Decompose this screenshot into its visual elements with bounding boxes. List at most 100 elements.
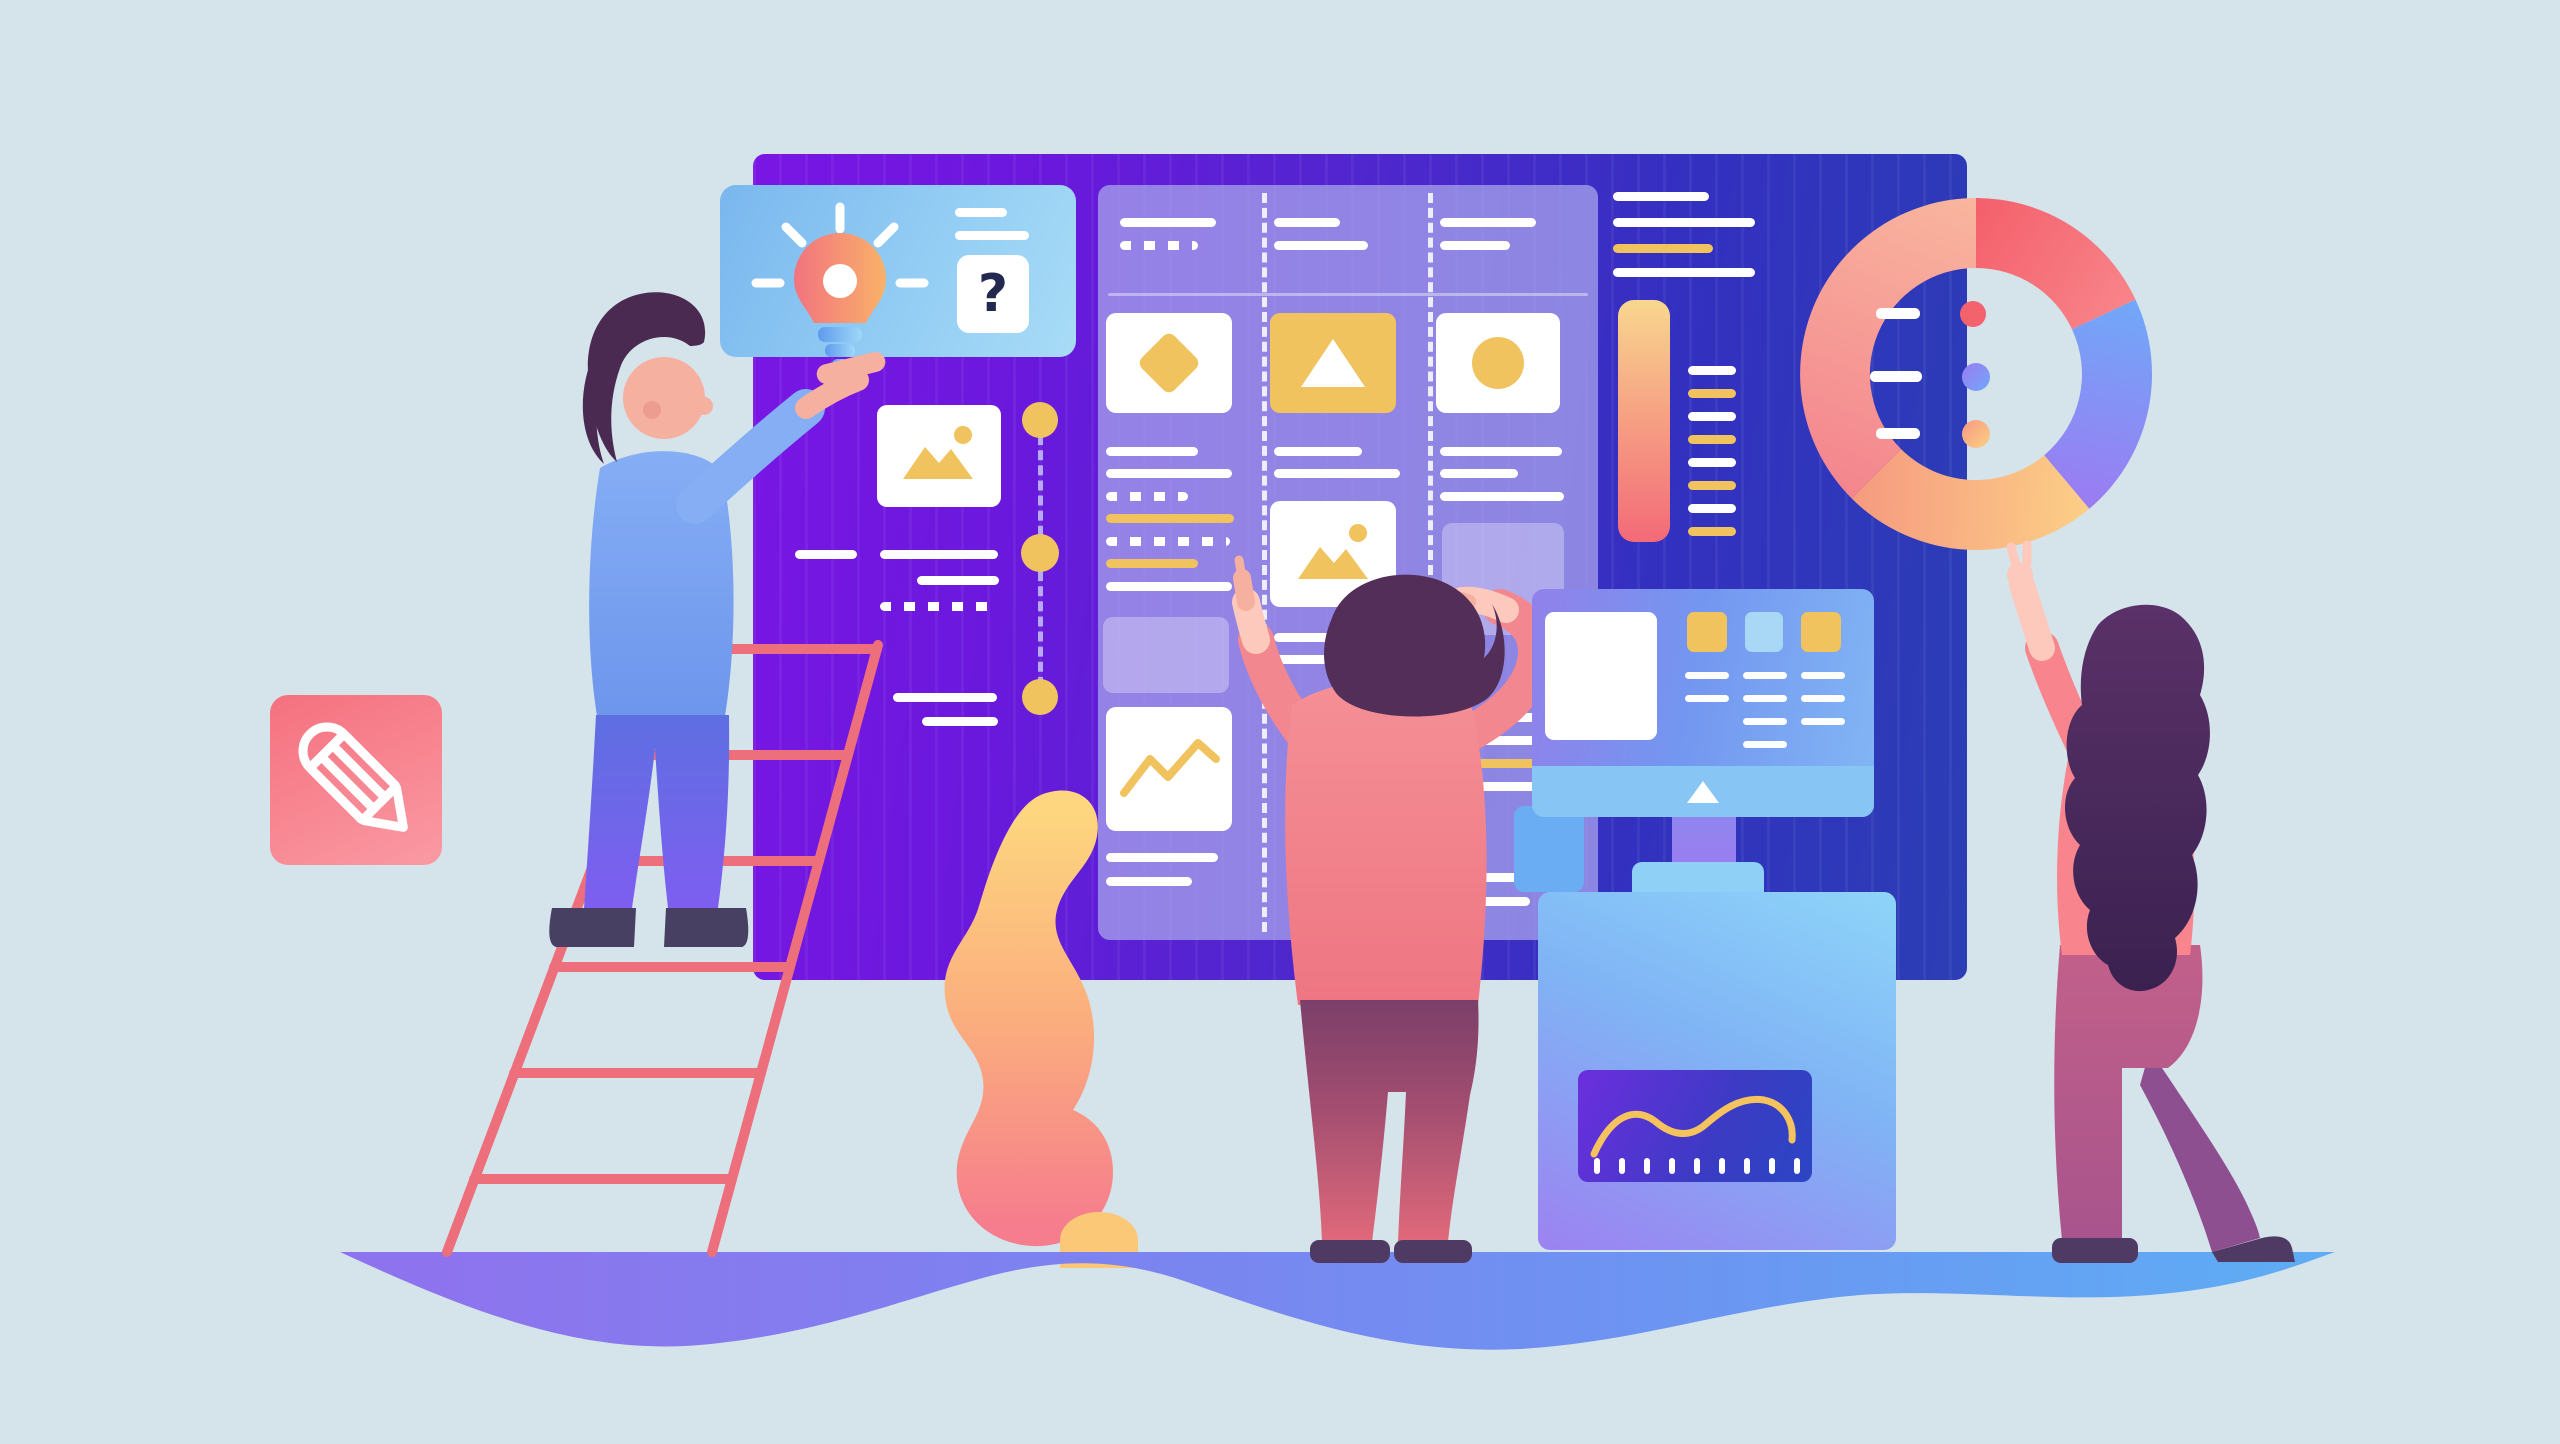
dotted-line (1106, 492, 1188, 501)
text-line (922, 717, 998, 726)
text-line (880, 550, 998, 559)
ground-wave (340, 1252, 2335, 1350)
text-line (1274, 469, 1400, 478)
legend-dot-orange (1962, 420, 1990, 448)
chart-ticks (1594, 1158, 1800, 1174)
vertical-gauge-bar (1618, 300, 1670, 542)
text-line (1274, 655, 1336, 664)
lightbulb-icon (751, 202, 929, 369)
edit-badge (270, 695, 442, 865)
question-card: ? (957, 255, 1029, 333)
text-line (955, 231, 1029, 240)
timeline-milestone (1022, 402, 1058, 438)
question-mark: ? (977, 264, 1009, 324)
legend-dot-blue (1962, 363, 1990, 391)
tick-line (1688, 527, 1736, 536)
person-woman-pointing (2006, 540, 2295, 1263)
decorative-blob (944, 790, 1113, 1247)
timeline-milestone (1021, 534, 1059, 572)
image-icon (903, 426, 973, 479)
column-header-line (1120, 218, 1216, 227)
dotted-line (880, 602, 996, 611)
text-line (1685, 695, 1729, 702)
donut-segment-red (1976, 198, 2136, 330)
text-line (1106, 877, 1192, 886)
tick-line (1688, 481, 1736, 490)
dotted-line (1120, 241, 1198, 250)
sparkline-card (1106, 707, 1232, 831)
tick-line (1688, 412, 1736, 421)
text-line (1743, 741, 1787, 748)
kanban-card-triangle (1270, 313, 1396, 413)
donut-segment-salmon (1800, 198, 1976, 499)
person-man-on-ladder (549, 292, 886, 947)
text-line (893, 693, 997, 702)
text-line (955, 208, 1007, 217)
mini-chart-panel (1578, 1070, 1812, 1182)
text-line (1440, 492, 1564, 501)
text-line (1106, 469, 1232, 478)
text-line (1743, 718, 1787, 725)
wave-line-chart (1590, 1095, 1800, 1174)
text-line (1613, 268, 1755, 277)
column-separator (1428, 193, 1433, 932)
text-line (917, 576, 999, 585)
text-line (1440, 447, 1562, 456)
monitor-stand (1672, 815, 1736, 865)
pencil-icon (298, 722, 408, 832)
text-line (1274, 447, 1362, 456)
image-icon (1298, 524, 1368, 579)
person-man-at-board (1232, 555, 1555, 1263)
text-line (1613, 192, 1709, 201)
monitor (1532, 589, 1874, 817)
text-line (1440, 736, 1562, 745)
column-header-line (1440, 218, 1536, 227)
text-line (1613, 218, 1755, 227)
donut-chart (1800, 198, 2153, 550)
header-divider (1108, 293, 1588, 296)
donut-segment-orange (1851, 449, 2090, 550)
donut-segment-blue (2044, 299, 2153, 509)
column-header-line (1274, 241, 1368, 250)
dotted-line (1106, 537, 1230, 546)
placeholder-card (1103, 617, 1229, 693)
kanban-card-circle (1436, 313, 1560, 413)
tick-line (1688, 458, 1736, 467)
donut-inner-labels (1870, 301, 1990, 448)
text-line (1743, 695, 1787, 702)
text-line (1106, 853, 1218, 862)
text-line (1685, 672, 1729, 679)
text-line (1801, 695, 1845, 702)
text-line (1106, 559, 1198, 568)
text-line (1801, 672, 1845, 679)
text-line (1440, 782, 1556, 791)
zigzag-chart-icon (1120, 739, 1220, 797)
legend-dot-red (1960, 301, 1986, 327)
triangle-up-icon (1687, 781, 1719, 803)
text-line (1106, 514, 1234, 523)
column-header-line (1274, 218, 1340, 227)
image-placeholder-card (877, 405, 1001, 507)
text-line (1440, 759, 1564, 768)
monitor-tile (1745, 612, 1783, 652)
text-line (1450, 873, 1528, 882)
idea-card: ? (720, 185, 1076, 369)
circle-icon (1472, 337, 1524, 389)
column-separator (1262, 193, 1267, 932)
side-panel-card (1514, 806, 1584, 892)
timeline-milestone (1022, 679, 1058, 715)
tick-line (1688, 389, 1736, 398)
pedestal (1538, 892, 1896, 1250)
text-line (1440, 469, 1518, 478)
text-line (795, 550, 857, 559)
tick-line (1688, 366, 1736, 375)
text-line (1106, 447, 1198, 456)
monitor-bezel (1532, 766, 1874, 817)
monitor-tile (1801, 612, 1841, 652)
text-line (1274, 633, 1366, 642)
pedestal-tab (1632, 862, 1764, 896)
tick-line (1688, 504, 1736, 513)
monitor-tile (1687, 612, 1727, 652)
